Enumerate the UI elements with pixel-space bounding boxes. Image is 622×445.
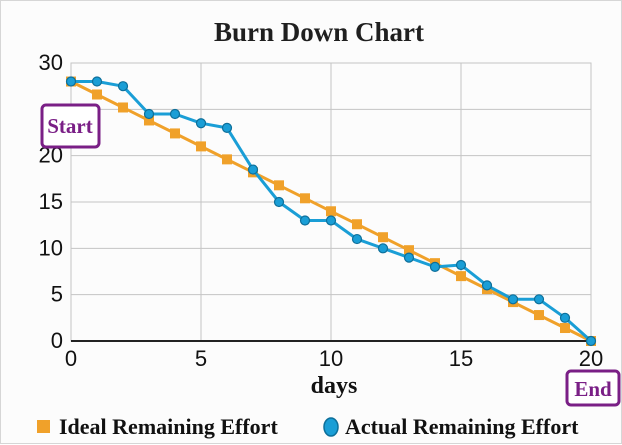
data-point	[585, 335, 597, 347]
data-point	[247, 164, 259, 175]
x-tick-label: 5	[195, 346, 207, 371]
data-point	[352, 219, 362, 230]
data-point	[91, 76, 103, 87]
data-point	[325, 215, 337, 226]
data-point	[144, 115, 154, 126]
x-tick-label: 20	[579, 346, 603, 371]
data-point	[117, 81, 129, 92]
data-point	[221, 122, 233, 133]
data-point	[118, 102, 128, 113]
legend-actual-marker	[323, 417, 339, 437]
legend-ideal-label: Ideal Remaining Effort	[59, 414, 278, 439]
end-callout-text: End	[574, 377, 612, 401]
end-callout-box	[565, 369, 621, 407]
x-axis-label: days	[311, 373, 358, 399]
data-point	[533, 294, 545, 305]
chart-title: Burn Down Chart	[214, 17, 424, 47]
end-callout: End	[565, 369, 621, 407]
data-point	[481, 280, 493, 291]
legend: Ideal Remaining Effort Actual Remaining …	[37, 414, 579, 439]
data-point	[326, 206, 336, 217]
series-layer	[65, 76, 597, 347]
data-point	[65, 76, 77, 87]
start-callout-text: Start	[47, 114, 93, 138]
data-point	[455, 259, 467, 271]
data-point	[169, 108, 181, 120]
data-point	[378, 232, 388, 243]
data-point	[92, 89, 102, 100]
grid-lines	[71, 63, 591, 341]
data-point	[195, 118, 207, 129]
data-point	[273, 196, 285, 208]
data-point	[196, 141, 206, 152]
data-point	[429, 261, 441, 272]
start-callout-box	[40, 103, 101, 149]
data-point	[456, 271, 466, 282]
series-actual	[65, 76, 597, 347]
data-point	[143, 108, 155, 120]
data-point	[170, 128, 180, 139]
legend-ideal-marker	[37, 420, 50, 433]
legend-actual-label: Actual Remaining Effort	[345, 414, 579, 439]
y-tick-label: 5	[51, 282, 63, 307]
data-point	[351, 233, 363, 245]
y-tick-label: 15	[39, 189, 63, 214]
x-tick-label: 0	[65, 346, 77, 371]
y-tick-label: 10	[39, 235, 63, 260]
data-point	[560, 323, 570, 334]
data-point	[404, 245, 414, 256]
data-point	[299, 215, 311, 226]
x-tick-label: 15	[449, 346, 473, 371]
data-point	[559, 312, 571, 323]
data-point	[534, 310, 544, 321]
data-point	[507, 294, 519, 305]
data-point	[403, 252, 415, 263]
data-point	[222, 154, 232, 165]
x-tick-label: 10	[319, 346, 343, 371]
start-callout: Start	[40, 103, 101, 149]
data-point	[274, 180, 284, 191]
y-tick-label: 0	[51, 328, 63, 353]
data-point	[300, 193, 310, 204]
x-axis-ticks: 0 5 10 15 20	[65, 346, 603, 371]
y-tick-label: 30	[39, 50, 63, 75]
data-point	[377, 243, 389, 254]
